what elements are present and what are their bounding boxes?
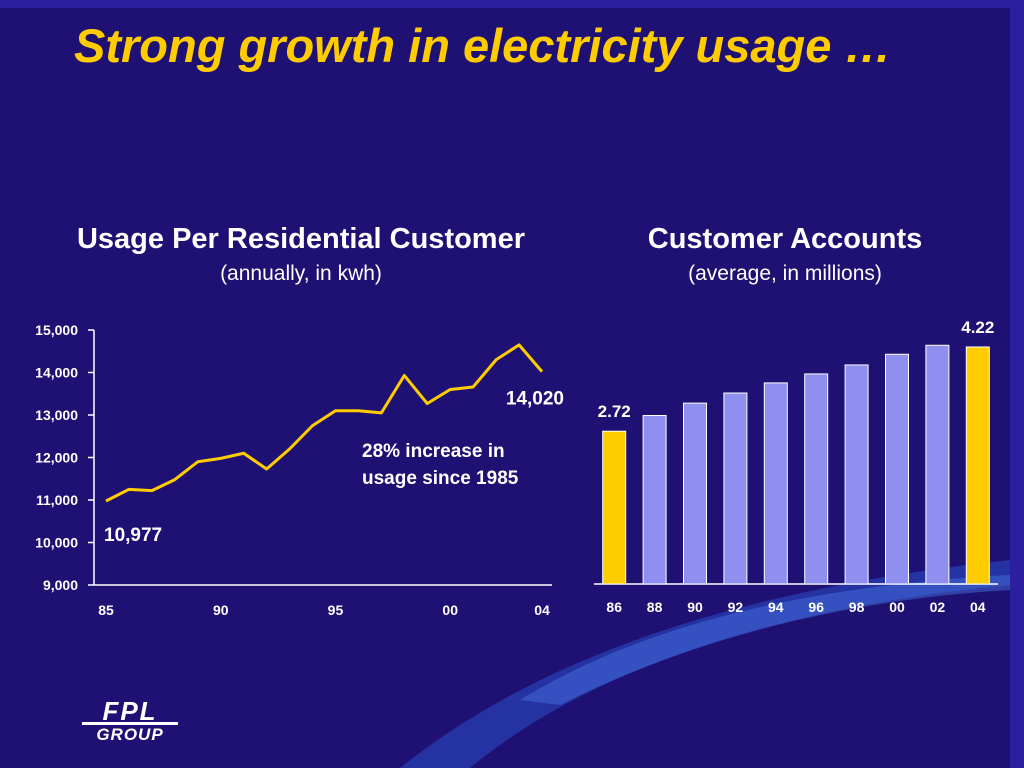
line-x-tick-label: 00 xyxy=(442,602,458,618)
bar-96 xyxy=(804,373,829,585)
bar-86 xyxy=(602,430,627,585)
bar-92 xyxy=(723,392,748,585)
line-x-tick-label: 95 xyxy=(328,602,344,618)
bar-00 xyxy=(885,353,909,585)
bar-04 xyxy=(965,346,990,585)
bar-x-tick-label: 00 xyxy=(889,599,905,615)
line-y-tick-label: 10,000 xyxy=(35,535,78,551)
bar-x-tick-label: 96 xyxy=(808,599,824,615)
bar-x-tick-label: 86 xyxy=(606,599,622,615)
swoosh-band-light xyxy=(520,575,1010,705)
bar-90 xyxy=(683,402,707,585)
line-y-tick-label: 14,000 xyxy=(35,365,78,381)
bar-x-tick-label: 88 xyxy=(647,599,663,615)
slide-frame-right xyxy=(1010,0,1024,768)
bar-data-label: 4.22 xyxy=(961,318,994,337)
bar-x-tick-label: 92 xyxy=(728,599,744,615)
bar-x-tick-label: 98 xyxy=(849,599,865,615)
bar-chart-subtitle: (average, in millions) xyxy=(688,262,882,285)
line-x-tick-label: 90 xyxy=(213,602,229,618)
logo-line1: FPL xyxy=(102,696,157,726)
logo-rule xyxy=(82,722,178,725)
line-end-label: 14,020 xyxy=(506,389,564,410)
line-x-tick-label: 04 xyxy=(534,602,550,618)
fpl-group-logo: FPL GROUP xyxy=(82,696,178,744)
slide-frame-top xyxy=(0,0,1024,8)
bar-x-tick-label: 94 xyxy=(768,599,784,615)
line-y-tick-label: 13,000 xyxy=(35,407,78,423)
bar-data-label: 2.72 xyxy=(598,402,631,421)
line-y-tick-label: 12,000 xyxy=(35,450,78,466)
line-series-usage xyxy=(105,343,544,503)
line-chart-title: Usage Per Residential Customer xyxy=(76,223,526,255)
line-y-tick-label: 11,000 xyxy=(36,492,78,508)
bar-02 xyxy=(925,344,950,585)
bar-98 xyxy=(844,364,869,585)
bar-x-tick-label: 02 xyxy=(930,599,946,615)
logo-line2: GROUP xyxy=(96,725,163,744)
slide-title: Strong growth in electricity usage … xyxy=(74,19,892,72)
line-growth-annotation: usage since 1985 xyxy=(362,468,519,489)
bar-88 xyxy=(642,414,667,585)
line-growth-annotation: 28% increase in xyxy=(362,441,505,462)
bar-chart-title: Customer Accounts xyxy=(647,223,923,255)
bar-94 xyxy=(763,382,788,585)
line-x-tick-label: 85 xyxy=(98,602,114,618)
line-y-tick-label: 9,000 xyxy=(43,577,78,593)
bar-x-tick-label: 90 xyxy=(687,599,703,615)
line-y-tick-label: 15,000 xyxy=(35,322,78,338)
line-chart-subtitle: (annually, in kwh) xyxy=(220,262,382,285)
bar-x-tick-label: 04 xyxy=(970,599,986,615)
line-start-label: 10,977 xyxy=(104,525,162,546)
